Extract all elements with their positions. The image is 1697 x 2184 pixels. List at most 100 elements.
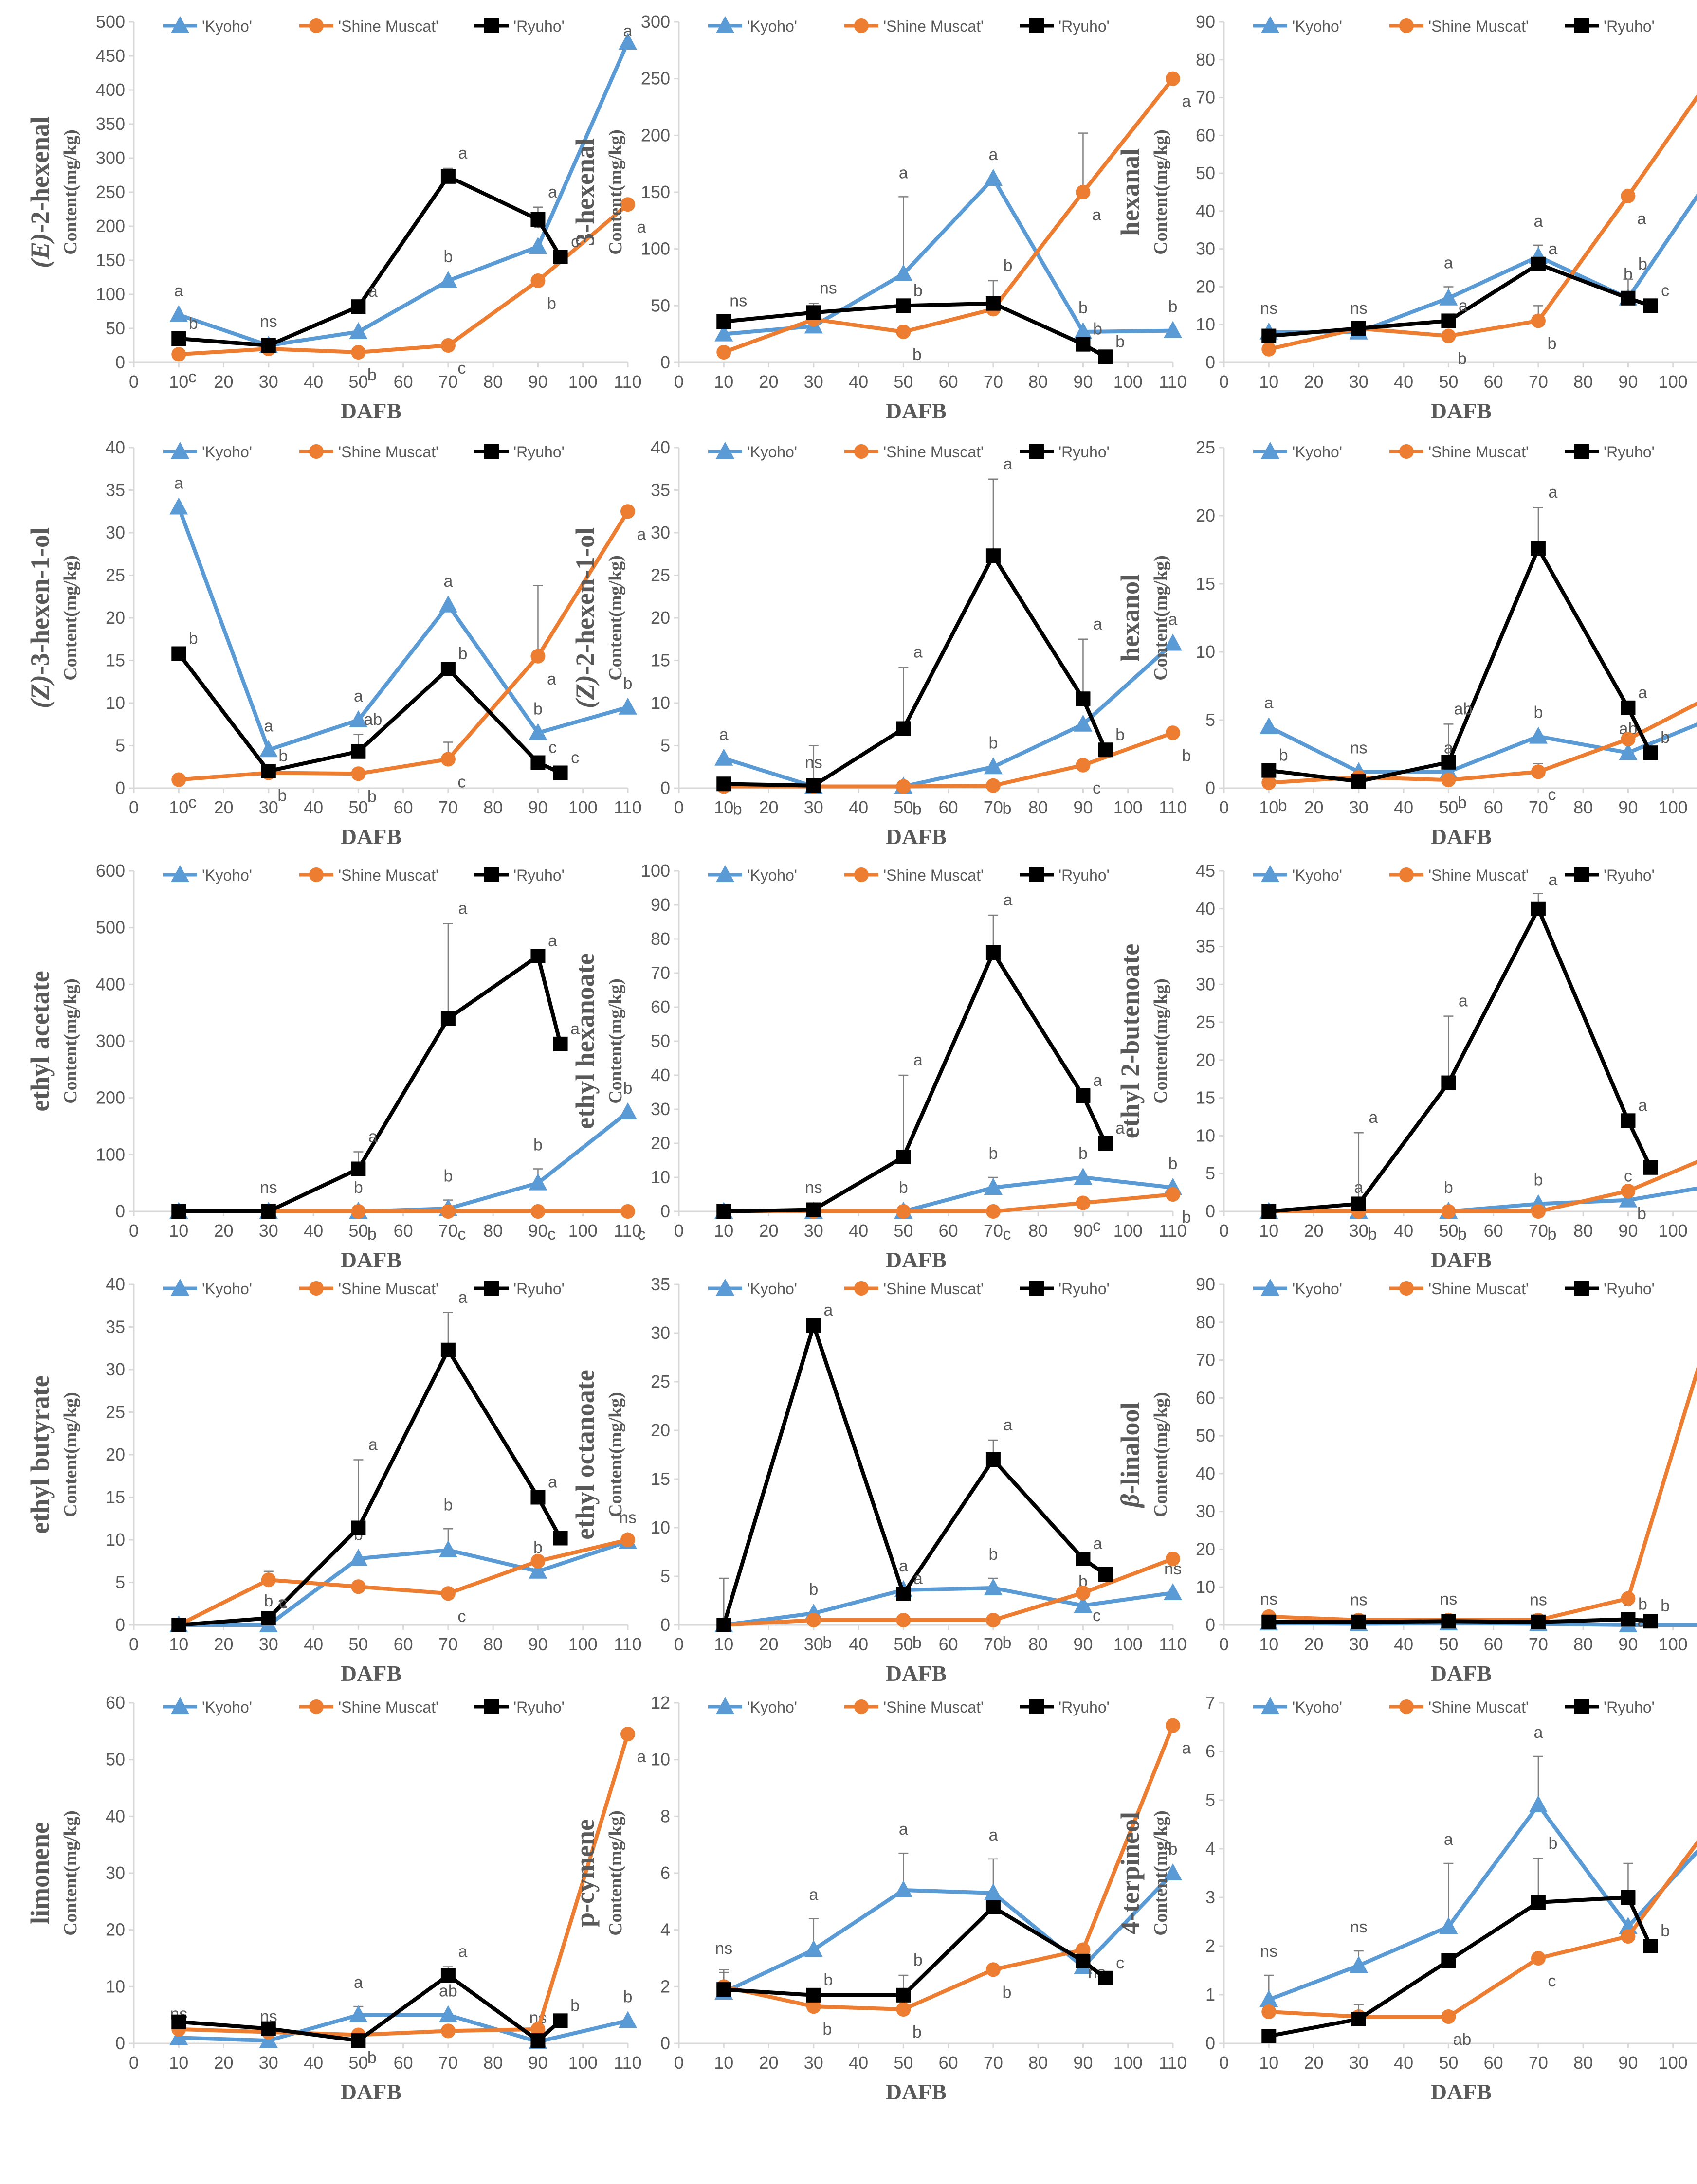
significance-letter: c [457,359,466,378]
significance-letter: b [1638,1595,1647,1613]
x-tick-label: 50 [894,1221,913,1241]
data-point-shine-muscat [985,1613,1001,1627]
data-point-ryuho [1643,298,1658,313]
significance-letter: a [1533,212,1543,231]
data-point-ryuho [806,1318,821,1333]
significance-letter: b [1368,1225,1377,1244]
y-tick-label: 2 [660,1976,670,1996]
legend-marker-shine-muscat [854,867,869,882]
significance-letter: b [1548,1834,1557,1853]
legend-label: 'Ryuho' [1604,1698,1655,1716]
y-tick-label: 200 [96,1088,125,1108]
data-point-ryuho [530,2033,546,2048]
y-tick-label: 0 [660,352,670,372]
significance-letter: a [1093,1534,1102,1553]
significance-letter: a [174,282,183,300]
y-tick-label: 10 [1196,1125,1215,1145]
x-tick-label: 30 [804,797,823,817]
x-tick-label: 30 [804,372,823,392]
significance-letter: a [548,183,557,201]
data-point-kyoho [1439,1917,1458,1934]
x-tick-label: 100 [1113,1221,1143,1241]
significance-letter: a [1638,1096,1647,1115]
significance-letter: c [188,794,197,812]
legend-label: 'Shine Muscat' [338,18,438,35]
y-tick-label: 10 [106,693,125,713]
y-tick-label: 0 [115,1615,125,1635]
data-point-ryuho [985,296,1001,311]
y-tick-label: 0 [1205,778,1215,798]
significance-letter: b [367,787,377,806]
legend-marker-shine-muscat [309,1699,324,1714]
x-tick-label: 20 [1304,1221,1324,1241]
significance-letter: a [823,1301,833,1319]
y-tick-label: 100 [641,861,670,881]
x-tick-label: 10 [169,1221,188,1241]
data-point-ryuho [1076,691,1091,706]
data-point-ryuho [1261,328,1277,343]
significance-letter: b [912,345,922,364]
y-tick-label: 50 [651,1031,670,1051]
significance-letter: ns [805,1178,822,1197]
significance-letter: ab [1454,700,1472,718]
x-tick-label: 0 [129,372,139,392]
significance-letter: a [988,1826,998,1844]
data-point-kyoho [1619,1190,1638,1208]
data-point-ryuho [1441,313,1456,328]
y-axis-sublabel: Content(mg/kg) [1150,1810,1171,1936]
legend-label: 'Shine Muscat' [338,1280,438,1298]
significance-letter: b [822,1634,832,1652]
x-tick-label: 20 [1304,797,1324,817]
y-axis-label: 4-terpineol [1115,1812,1145,1934]
y-tick-label: 30 [1196,239,1215,259]
legend-marker-kyoho [1261,865,1279,882]
legend-marker-shine-muscat [854,1699,869,1714]
significance-letter: b [354,1178,363,1197]
x-tick-label: 30 [259,372,278,392]
data-point-kyoho [1074,322,1093,339]
x-tick-label: 60 [394,797,413,817]
data-point-shine-muscat [1166,1552,1180,1566]
x-tick-label: 90 [528,1634,547,1654]
y-axis-label: ethyl butyrate [25,1375,55,1534]
legend-label: 'Ryuho' [1058,443,1110,461]
data-point-ryuho [1351,2012,1366,2026]
y-tick-label: 10 [1196,1577,1215,1597]
legend-label: 'Ryuho' [513,1698,565,1716]
y-tick-label: 1 [1205,1985,1215,2004]
y-axis-sublabel: Content(mg/kg) [60,1392,81,1517]
y-tick-label: 300 [96,1031,125,1051]
legend-label: 'Shine Muscat' [338,443,438,461]
x-tick-label: 40 [304,2053,323,2073]
data-point-kyoho [1074,1168,1093,1185]
x-tick-label: 80 [483,797,503,817]
data-point-ryuho [1643,1160,1658,1175]
x-tick-label: 10 [714,372,733,392]
data-point-ryuho [806,1202,821,1217]
x-tick-label: 100 [1113,372,1143,392]
data-point-ryuho [1621,1612,1636,1627]
series-line-kyoho [179,2013,628,2044]
significance-letter: c [1548,1972,1556,1990]
x-tick-label: 0 [674,1221,684,1241]
significance-letter: a [458,1288,467,1307]
y-axis-label: 3-hexenal [570,138,600,246]
legend-label: 'Kyoho' [747,443,797,461]
x-tick-label: 50 [894,2053,913,2073]
y-tick-label: 7 [1205,1693,1215,1713]
x-tick-label: 100 [568,1634,598,1654]
x-tick-label: 40 [304,797,323,817]
data-point-kyoho [714,324,733,342]
y-axis-label: ethyl hexanoate [570,953,600,1129]
y-tick-label: 300 [641,12,670,32]
significance-letter: a [354,1973,363,1992]
legend-marker-shine-muscat [309,444,324,459]
significance-letter: b [443,1496,453,1514]
y-tick-label: 15 [1196,1088,1215,1108]
significance-letter: ns [1350,299,1368,318]
x-tick-label: 30 [1349,797,1369,817]
data-point-kyoho [1439,288,1458,306]
x-tick-label: 110 [1159,797,1186,817]
data-point-shine-muscat [440,338,456,353]
x-tick-label: 30 [804,1221,823,1241]
